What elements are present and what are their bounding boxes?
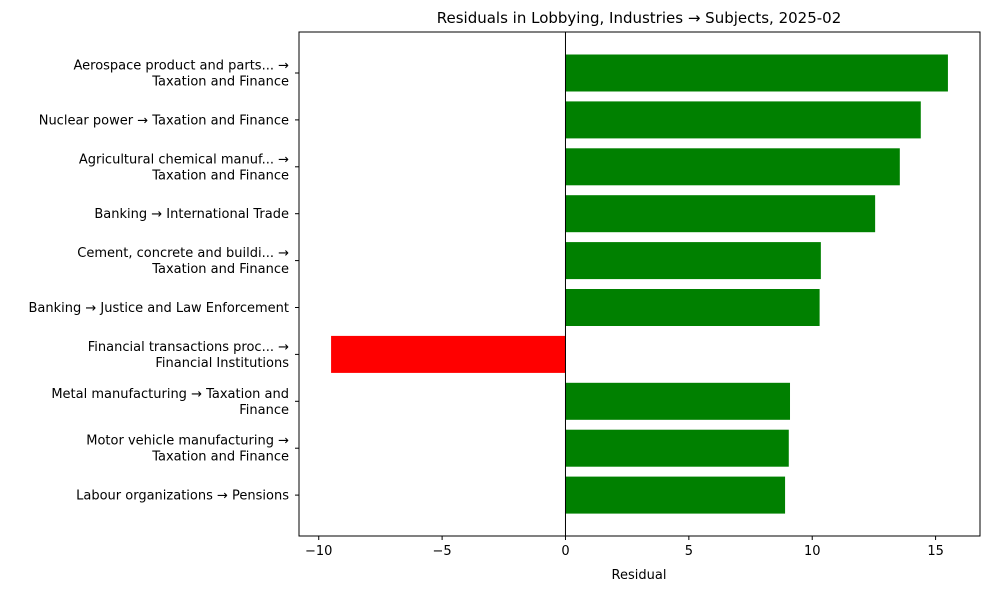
plot-frame — [298, 31, 981, 537]
y-tick-label: Taxation and Finance — [151, 450, 289, 465]
y-tick-label: Agricultural chemical manuf... → — [79, 152, 289, 167]
bar — [565, 289, 820, 326]
x-tick-label: 0 — [561, 544, 569, 559]
x-tick-label: 5 — [685, 544, 693, 559]
y-tick-label: Metal manufacturing → Taxation and — [51, 387, 289, 402]
bar — [565, 101, 921, 139]
y-tick-label: Aerospace product and parts... → — [73, 59, 289, 74]
x-tick-labels: −10 −5 0 5 10 15 — [305, 544, 944, 559]
bars-group — [331, 54, 948, 514]
bar — [565, 242, 821, 280]
y-tick-label: Motor vehicle manufacturing → — [86, 434, 289, 449]
bar — [565, 54, 948, 92]
x-tick-label: 10 — [804, 544, 821, 559]
bar — [565, 476, 786, 514]
y-tick-label: Financial transactions proc... → — [88, 340, 289, 355]
bar — [565, 195, 876, 233]
y-tick-label: Labour organizations → Pensions — [76, 489, 289, 504]
x-tick-label: −10 — [305, 544, 332, 559]
y-tick-label: Finance — [239, 403, 289, 418]
y-tick-label: Financial Institutions — [155, 356, 289, 371]
bar — [565, 148, 900, 186]
bar — [565, 429, 789, 467]
y-tick-label: Taxation and Finance — [151, 168, 289, 183]
y-tick-label: Taxation and Finance — [151, 75, 289, 90]
x-axis-label: Residual — [612, 568, 667, 583]
y-tick-label: Banking → Justice and Law Enforcement — [29, 301, 290, 316]
x-tick-label: −5 — [433, 544, 452, 559]
y-tick-label: Banking → International Trade — [94, 207, 289, 222]
y-tick-label: Nuclear power → Taxation and Finance — [39, 113, 289, 128]
y-tick-label: Taxation and Finance — [151, 262, 289, 277]
y-tick-label: Cement, concrete and buildi... → — [77, 246, 289, 261]
y-tick-labels: Aerospace product and parts... →Taxation… — [29, 59, 290, 504]
chart-title: Residuals in Lobbying, Industries → Subj… — [437, 9, 842, 27]
x-tick-label: 15 — [927, 544, 944, 559]
bar — [565, 382, 791, 420]
bar — [331, 335, 566, 373]
